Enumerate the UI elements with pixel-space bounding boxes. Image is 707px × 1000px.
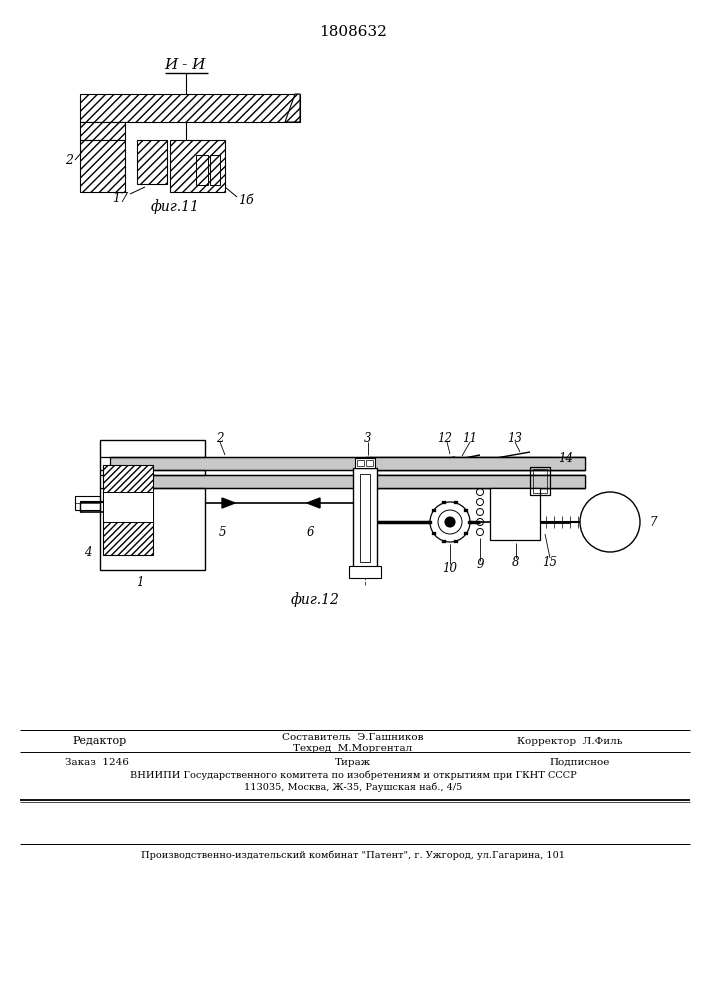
Bar xyxy=(196,155,208,185)
Text: фиг.11: фиг.11 xyxy=(151,200,199,214)
Bar xyxy=(110,475,585,488)
Text: 1: 1 xyxy=(136,576,144,588)
Bar xyxy=(454,540,458,543)
Text: 12: 12 xyxy=(438,432,452,444)
Text: 11: 11 xyxy=(462,432,477,444)
Bar xyxy=(100,440,205,570)
Bar xyxy=(75,496,100,510)
Text: 14: 14 xyxy=(558,452,573,464)
Text: фиг.12: фиг.12 xyxy=(291,593,339,607)
Text: 8: 8 xyxy=(513,556,520,568)
Text: 2: 2 xyxy=(216,432,223,444)
Text: 5: 5 xyxy=(218,526,226,538)
Text: 1808632: 1808632 xyxy=(319,25,387,39)
Bar xyxy=(442,501,446,504)
Text: 6: 6 xyxy=(306,526,314,538)
Bar xyxy=(490,488,540,540)
Bar xyxy=(365,457,585,470)
Bar xyxy=(137,140,167,184)
Text: Заказ  1246: Заказ 1246 xyxy=(65,758,129,767)
Text: Корректор  Л.Филь: Корректор Л.Филь xyxy=(518,736,623,746)
Bar xyxy=(464,509,468,512)
Circle shape xyxy=(580,492,640,552)
Bar xyxy=(432,532,436,535)
Polygon shape xyxy=(285,94,300,122)
Text: 4: 4 xyxy=(85,546,92,558)
Bar xyxy=(80,94,300,122)
Polygon shape xyxy=(222,498,235,508)
Text: 2: 2 xyxy=(65,153,73,166)
Bar xyxy=(103,465,153,555)
Text: 13: 13 xyxy=(508,432,522,444)
Bar xyxy=(454,501,458,504)
Text: 17: 17 xyxy=(112,192,128,205)
Circle shape xyxy=(445,517,455,527)
Bar xyxy=(355,458,375,468)
Text: Производственно-издательский комбинат "Патент", г. Ужгород, ул.Гагарина, 101: Производственно-издательский комбинат "П… xyxy=(141,851,565,860)
Bar xyxy=(428,520,432,524)
Bar xyxy=(110,457,585,470)
Bar xyxy=(349,566,381,578)
Bar xyxy=(353,468,377,568)
Bar xyxy=(170,140,225,192)
Text: 7: 7 xyxy=(650,516,658,528)
Text: 113035, Москва, Ж-35, Раушская наб., 4/5: 113035, Москва, Ж-35, Раушская наб., 4/5 xyxy=(244,782,462,792)
Text: Подписное: Подписное xyxy=(550,758,610,767)
Bar xyxy=(210,155,220,185)
Bar xyxy=(80,122,125,140)
Text: Составитель  Э.Гашников: Составитель Э.Гашников xyxy=(282,733,423,742)
Text: 10: 10 xyxy=(443,562,457,574)
Bar xyxy=(365,475,585,488)
Bar xyxy=(366,460,373,466)
Text: Тираж: Тираж xyxy=(335,758,371,767)
Bar xyxy=(432,509,436,512)
Text: Техред  М.Моргентал: Техред М.Моргентал xyxy=(293,744,413,753)
Bar xyxy=(360,474,370,562)
Bar xyxy=(442,540,446,543)
Text: И - И: И - И xyxy=(164,58,206,72)
Bar xyxy=(464,532,468,535)
Text: 1б: 1б xyxy=(238,194,254,207)
Polygon shape xyxy=(307,498,320,508)
Circle shape xyxy=(430,502,470,542)
Bar xyxy=(533,469,547,493)
Bar xyxy=(103,492,153,522)
Text: 15: 15 xyxy=(542,556,558,568)
Text: 9: 9 xyxy=(477,558,484,572)
Bar xyxy=(357,460,364,466)
Text: 3: 3 xyxy=(364,432,372,444)
Bar xyxy=(530,467,550,495)
Text: ВНИИПИ Государственного комитета по изобретениям и открытиям при ГКНТ СССР: ВНИИПИ Государственного комитета по изоб… xyxy=(129,770,576,780)
Text: Редактор: Редактор xyxy=(73,736,127,746)
Bar xyxy=(80,140,125,192)
Bar xyxy=(468,520,472,524)
